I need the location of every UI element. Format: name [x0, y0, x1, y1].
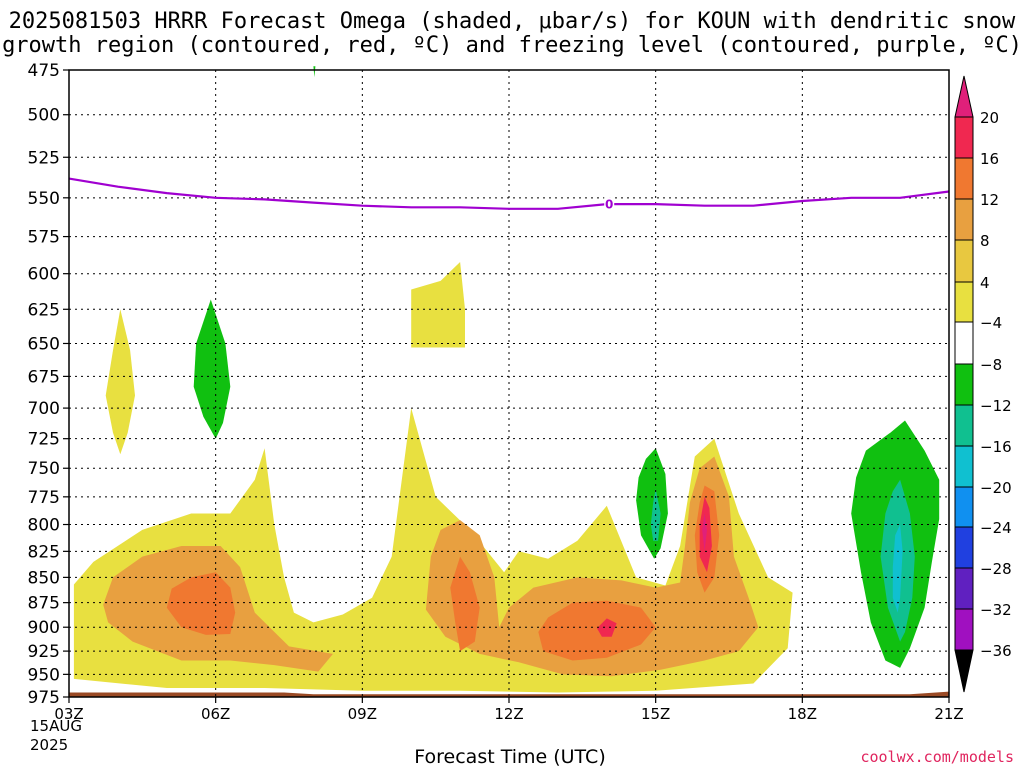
- y-tick-label-4: 575: [28, 228, 60, 248]
- y-tick-label-20: 975: [28, 688, 60, 708]
- colorbar-label-8: −16: [980, 438, 1012, 456]
- omega-region-13: [636, 448, 668, 559]
- x-axis-label: Forecast Time (UTC): [414, 746, 606, 768]
- colorbar-label-1: 16: [980, 150, 999, 168]
- colorbar: 20 16 12 8 4 −4 −8 −12 −16 −20 −24 −28 −32 −36: [954, 75, 1012, 693]
- start-date-day: 15AUG: [30, 717, 82, 735]
- y-tick-label-19: 950: [28, 665, 60, 685]
- colorbar-segment-2: [954, 198, 974, 241]
- colorbar-segment-0: [954, 116, 974, 159]
- omega-region-12: [193, 299, 231, 439]
- omega-region-5: [166, 572, 236, 635]
- start-date-year: 2025: [30, 736, 69, 754]
- y-tick-label-14: 825: [28, 542, 60, 562]
- colorbar-label-11: −28: [980, 560, 1012, 578]
- freezing-level-contour: 0: [68, 177, 950, 212]
- colorbar-label-3: 8: [980, 232, 990, 250]
- y-tick-label-1: 500: [28, 106, 60, 126]
- colorbar-segment-8: [954, 445, 974, 488]
- y-tick-label-9: 700: [28, 399, 60, 419]
- y-tick-label-16: 875: [28, 594, 60, 614]
- omega-region-9: [597, 618, 617, 637]
- x-tick-label-1: 06Z: [201, 705, 230, 723]
- omega-region-4: [425, 456, 759, 677]
- colorbar-top-arrow: [954, 75, 974, 118]
- colorbar-label-12: −32: [980, 601, 1012, 619]
- colorbar-label-2: 12: [980, 191, 999, 209]
- x-tick-label-5: 18Z: [788, 705, 817, 723]
- y-tick-label-15: 850: [28, 568, 60, 588]
- omega-region-18: [313, 66, 316, 78]
- omega-region-11: [702, 513, 707, 552]
- colorbar-segment-6: [954, 363, 974, 406]
- colorbar-label-9: −20: [980, 479, 1012, 497]
- colorbar-segment-1: [954, 157, 974, 200]
- y-tick-label-12: 775: [28, 488, 60, 508]
- colorbar-segment-3: [954, 239, 974, 283]
- x-tick-label-6: 21Z: [934, 705, 963, 723]
- y-tick-label-5: 600: [28, 265, 60, 285]
- colorbar-label-7: −12: [980, 397, 1012, 415]
- colorbar-label-10: −24: [980, 519, 1012, 537]
- colorbar-label-0: 20: [980, 109, 999, 127]
- x-tick-label-4: 15Z: [641, 705, 670, 723]
- colorbar-segment-9: [954, 486, 974, 528]
- y-tick-label-0: 475: [28, 61, 60, 81]
- x-tick-label-0: 03Z: [54, 705, 83, 723]
- colorbar-segment-10: [954, 526, 974, 569]
- y-tick-label-11: 750: [28, 459, 60, 479]
- y-tick-label-6: 625: [28, 300, 60, 320]
- y-tick-label-18: 925: [28, 642, 60, 662]
- grid-lines: [69, 70, 949, 697]
- freezing-level-label-bg: [604, 197, 615, 211]
- colorbar-segment-4: [954, 281, 974, 323]
- freezing-level-label: 0: [605, 198, 613, 212]
- omega-shading: [73, 66, 940, 693]
- x-tick-label-3: 12Z: [494, 705, 523, 723]
- chart-title-line-2: growth region (contoured, red, ºC) and f…: [2, 33, 1022, 58]
- colorbar-label-4: 4: [980, 274, 990, 292]
- omega-region-17: [892, 524, 903, 613]
- y-tick-label-8: 675: [28, 367, 60, 387]
- colorbar-segment-7: [954, 404, 974, 447]
- omega-region-1: [105, 309, 135, 455]
- freezing-level-line: [68, 177, 950, 210]
- colorbar-segment-5: [954, 321, 974, 365]
- colorbar-label-5: −4: [980, 314, 1002, 332]
- x-axis-ticks: 03Z 06Z 09Z 12Z 15Z 18Z 21Z: [54, 697, 964, 723]
- chart-title-line-1: 2025081503 HRRR Forecast Omega (shaded, …: [8, 9, 1016, 34]
- y-tick-label-7: 650: [28, 334, 60, 354]
- colorbar-label-6: −8: [980, 356, 1002, 374]
- colorbar-segment-11: [954, 567, 974, 610]
- y-tick-label-17: 900: [28, 618, 60, 638]
- omega-region-2: [411, 262, 465, 348]
- y-tick-label-13: 800: [28, 516, 60, 536]
- y-tick-label-3: 550: [28, 189, 60, 209]
- y-axis-ticks: 475 500 525 550 575 600 625 650 675 700 725 750 775 8…: [28, 61, 69, 708]
- omega-region-7: [538, 600, 656, 661]
- y-tick-label-10: 725: [28, 430, 60, 450]
- x-tick-label-2: 09Z: [348, 705, 377, 723]
- source-credit: coolwx.com/models: [860, 748, 1014, 766]
- colorbar-label-13: −36: [980, 642, 1012, 660]
- y-tick-label-2: 525: [28, 148, 60, 168]
- colorbar-segment-12: [954, 608, 974, 651]
- colorbar-bottom-arrow: [954, 649, 974, 693]
